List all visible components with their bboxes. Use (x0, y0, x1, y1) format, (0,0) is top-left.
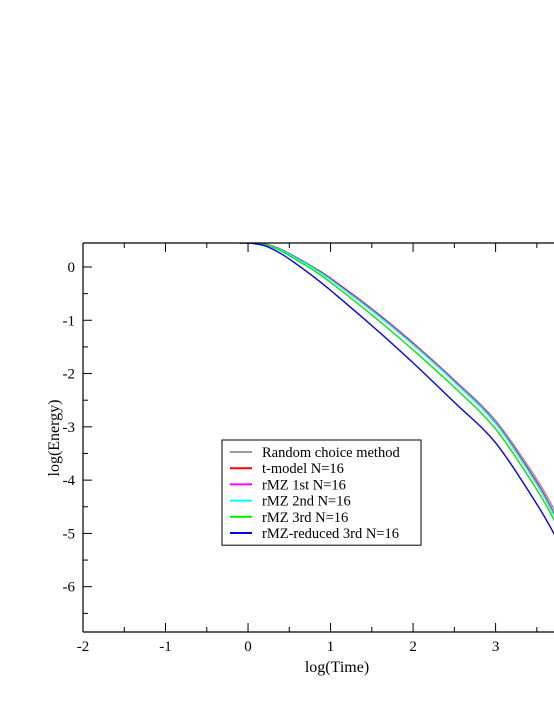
legend-entry: rMZ 3rd N=16 (262, 510, 348, 526)
y-tick-label: 0 (68, 260, 76, 276)
x-tick-label: 2 (409, 639, 417, 655)
y-tick-label: -1 (63, 313, 76, 329)
legend-entry: rMZ 1st N=16 (262, 477, 346, 493)
x-axis-label: log(Time) (305, 659, 369, 676)
x-tick-label: 0 (244, 639, 252, 655)
y-tick-label: -6 (63, 580, 76, 596)
y-tick-label: -5 (63, 526, 76, 542)
legend-box (221, 439, 422, 546)
legend-entry: Random choice method (262, 445, 400, 461)
y-tick-label: -2 (63, 367, 76, 383)
x-tick-label: 1 (327, 639, 335, 655)
legend-entry: t-model N=16 (262, 461, 344, 477)
y-axis-label: log(Energy) (46, 399, 63, 476)
series-line-5 (239, 243, 554, 522)
series-layer (239, 243, 554, 536)
legend-entry: rMZ-reduced 3rd N=16 (262, 526, 399, 542)
x-tick-label: 3 (492, 639, 500, 655)
x-tick-label: -1 (159, 639, 172, 655)
legend-entry: rMZ 2nd N=16 (262, 494, 351, 510)
y-tick-label: -4 (63, 473, 76, 489)
y-tick-label: -3 (63, 420, 76, 436)
series-line-6 (239, 243, 554, 536)
x-tick-label: -2 (77, 639, 90, 655)
axes-layer: -2 -1 0 1 2 3 0 -1 -2 -3 -4 -5 -6 (63, 242, 554, 655)
